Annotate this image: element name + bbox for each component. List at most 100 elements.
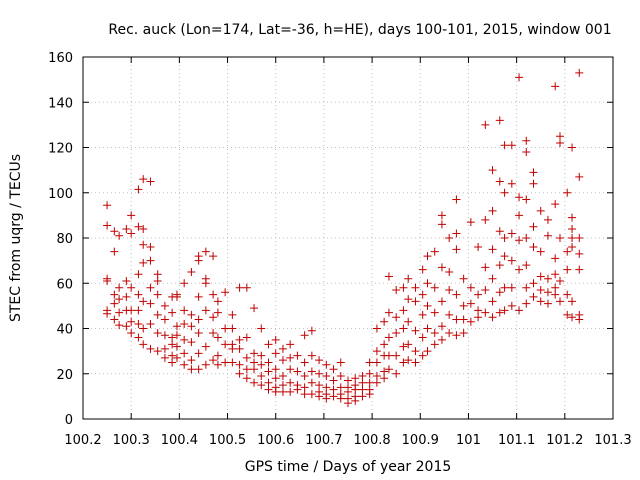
data-point	[110, 315, 119, 324]
data-point	[358, 385, 367, 394]
y-tick-label: 120	[48, 142, 73, 157]
data-point	[466, 283, 475, 292]
data-point	[213, 360, 222, 369]
data-point	[153, 310, 162, 319]
data-point	[127, 229, 136, 238]
data-point	[372, 358, 381, 367]
data-point	[344, 399, 352, 408]
data-point	[452, 315, 461, 324]
data-point	[568, 297, 577, 306]
data-point	[551, 283, 560, 292]
data-point	[404, 340, 413, 349]
data-point	[209, 356, 218, 365]
data-point	[380, 340, 389, 349]
data-point	[127, 211, 136, 220]
data-point	[168, 308, 177, 317]
data-point	[110, 227, 119, 236]
data-point	[522, 299, 531, 308]
data-point	[250, 378, 259, 387]
x-tick-label: 100.3	[113, 433, 150, 448]
data-point	[264, 367, 273, 376]
data-point	[127, 317, 136, 326]
y-tick-label: 0	[65, 413, 73, 428]
data-point	[452, 195, 461, 204]
data-point	[180, 279, 189, 288]
data-point	[139, 297, 148, 306]
data-point	[213, 297, 222, 306]
data-point	[384, 272, 393, 281]
data-point	[399, 342, 408, 351]
data-point	[495, 261, 504, 270]
data-point	[495, 288, 504, 297]
data-point	[103, 309, 112, 318]
data-point	[122, 292, 131, 301]
data-point	[515, 73, 524, 82]
data-point	[529, 243, 538, 252]
data-point	[466, 317, 475, 326]
data-point	[300, 372, 309, 381]
data-point	[358, 392, 367, 401]
data-point	[418, 333, 427, 342]
data-point	[466, 218, 475, 227]
data-point	[495, 308, 504, 317]
data-point	[153, 329, 162, 338]
data-point	[278, 387, 287, 396]
x-tick-label: 100.5	[209, 433, 246, 448]
data-point	[568, 243, 577, 252]
data-point	[418, 310, 427, 319]
data-point	[536, 272, 545, 281]
data-point	[575, 265, 584, 274]
data-point	[221, 340, 230, 349]
data-point	[411, 347, 420, 356]
data-point	[372, 378, 381, 387]
data-point	[423, 301, 432, 310]
data-point	[187, 267, 196, 276]
data-point	[172, 353, 181, 362]
data-point	[543, 299, 552, 308]
data-point	[563, 310, 572, 319]
data-point	[201, 306, 210, 315]
data-point	[209, 252, 218, 261]
x-tick-label: 101	[456, 433, 481, 448]
data-point	[529, 279, 538, 288]
data-point	[404, 295, 413, 304]
data-point	[127, 329, 136, 338]
data-point	[271, 387, 280, 396]
y-tick-label: 60	[56, 277, 73, 292]
data-point	[172, 322, 181, 331]
data-point	[168, 351, 177, 360]
data-point	[365, 358, 374, 367]
data-point	[507, 141, 516, 150]
data-point	[315, 381, 324, 390]
data-point	[399, 283, 408, 292]
data-point	[329, 392, 338, 401]
x-tick-label: 101.1	[498, 433, 535, 448]
data-point	[168, 340, 177, 349]
data-point	[322, 383, 331, 392]
data-point	[358, 372, 367, 381]
data-point	[160, 331, 169, 340]
data-point	[399, 306, 408, 315]
data-point	[399, 324, 408, 333]
data-point	[418, 351, 427, 360]
y-axis-label: STEC from uqrg / TECUs	[8, 154, 24, 322]
data-point	[322, 360, 331, 369]
data-point	[201, 342, 210, 351]
data-point	[300, 383, 309, 392]
data-point	[507, 301, 516, 310]
data-point	[411, 297, 420, 306]
data-point	[286, 387, 295, 396]
data-point	[551, 200, 560, 209]
data-point	[556, 234, 564, 242]
data-point	[500, 283, 509, 292]
data-point	[575, 315, 584, 324]
data-point	[529, 222, 538, 231]
axis-ticks: 100.2 100.3 100.4 100.5 100.6 100.7 100.8 100.9…	[48, 51, 631, 448]
data-point	[257, 324, 266, 333]
data-point	[153, 276, 162, 285]
data-point	[307, 390, 316, 399]
data-point	[228, 324, 237, 333]
data-point	[235, 369, 244, 378]
data-point	[392, 329, 401, 338]
data-point	[139, 240, 148, 249]
